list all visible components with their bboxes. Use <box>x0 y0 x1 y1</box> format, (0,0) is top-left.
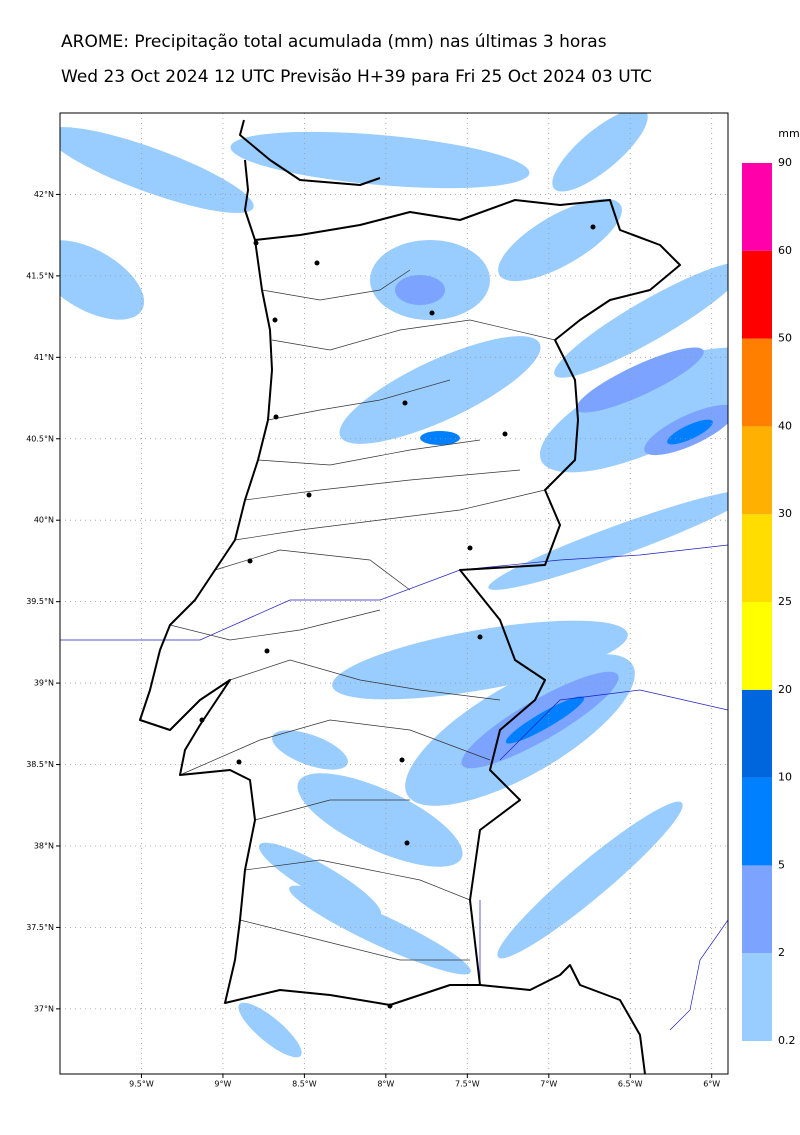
cities <box>199 224 596 1009</box>
river <box>60 544 728 641</box>
x-tick-label: 7.5°W <box>455 1080 480 1089</box>
y-tick-label: 39.5°N <box>26 597 54 606</box>
y-tick-label: 40.5°N <box>26 434 54 443</box>
colorbar-segment <box>742 163 772 251</box>
colorbar-segment <box>742 602 772 690</box>
y-tick-label: 41.5°N <box>26 271 54 280</box>
x-tick-label: 9°W <box>214 1080 231 1089</box>
border <box>254 199 681 986</box>
title: AROME: Precipitação total acumulada (mm)… <box>61 32 607 52</box>
y-tick-label: 38.5°N <box>26 760 54 769</box>
y-tick-label: 39°N <box>34 679 54 688</box>
colorbar-unit: mm <box>778 127 799 140</box>
colorbar-segment <box>742 514 772 602</box>
x-tick-label: 6.5°W <box>618 1080 643 1089</box>
x-tick-label: 9.5°W <box>129 1080 154 1089</box>
colorbar-label: 30 <box>778 507 792 520</box>
precipitation <box>60 113 728 1058</box>
colorbar-segment <box>742 250 772 339</box>
river <box>479 689 728 1031</box>
colorbar-label: 60 <box>778 244 792 257</box>
colorbar-label: 2 <box>778 946 785 959</box>
colorbar-label: 20 <box>778 683 792 696</box>
map-area <box>60 113 728 1074</box>
x-tick-label: 8°W <box>377 1080 394 1089</box>
y-tick-label: 40°N <box>34 516 54 525</box>
y-tick-label: 42°N <box>34 190 54 199</box>
colorbar-segment <box>742 777 772 866</box>
x-tick-label: 6°W <box>703 1080 720 1089</box>
y-tick-label: 37.5°N <box>26 923 54 932</box>
subtitle: Wed 23 Oct 2024 12 UTC Previsão H+39 par… <box>61 67 652 87</box>
colorbar-label: 5 <box>778 858 785 871</box>
y-tick-label: 41°N <box>34 353 54 362</box>
colorbar-label: 40 <box>778 419 792 432</box>
colorbar-segment <box>742 426 772 515</box>
colorbar-label: 10 <box>778 771 792 784</box>
x-tick-label: 7°W <box>540 1080 557 1089</box>
colorbar-label: 0.2 <box>778 1034 796 1047</box>
district-boundaries <box>169 269 556 961</box>
graticule <box>60 113 728 1074</box>
coastline <box>139 119 646 1074</box>
colorbar-label: 50 <box>778 332 792 345</box>
y-tick-label: 38°N <box>34 841 54 850</box>
colorbar-segment <box>742 953 772 1041</box>
x-tick-label: 8.5°W <box>292 1080 317 1089</box>
colorbar-segment <box>742 865 772 954</box>
colorbar-label: 25 <box>778 595 792 608</box>
map-frame <box>59 112 729 1075</box>
colorbar-label: 90 <box>778 156 792 169</box>
y-tick-label: 37°N <box>34 1004 54 1013</box>
colorbar-segment <box>742 689 772 778</box>
colorbar-segment <box>742 338 772 427</box>
